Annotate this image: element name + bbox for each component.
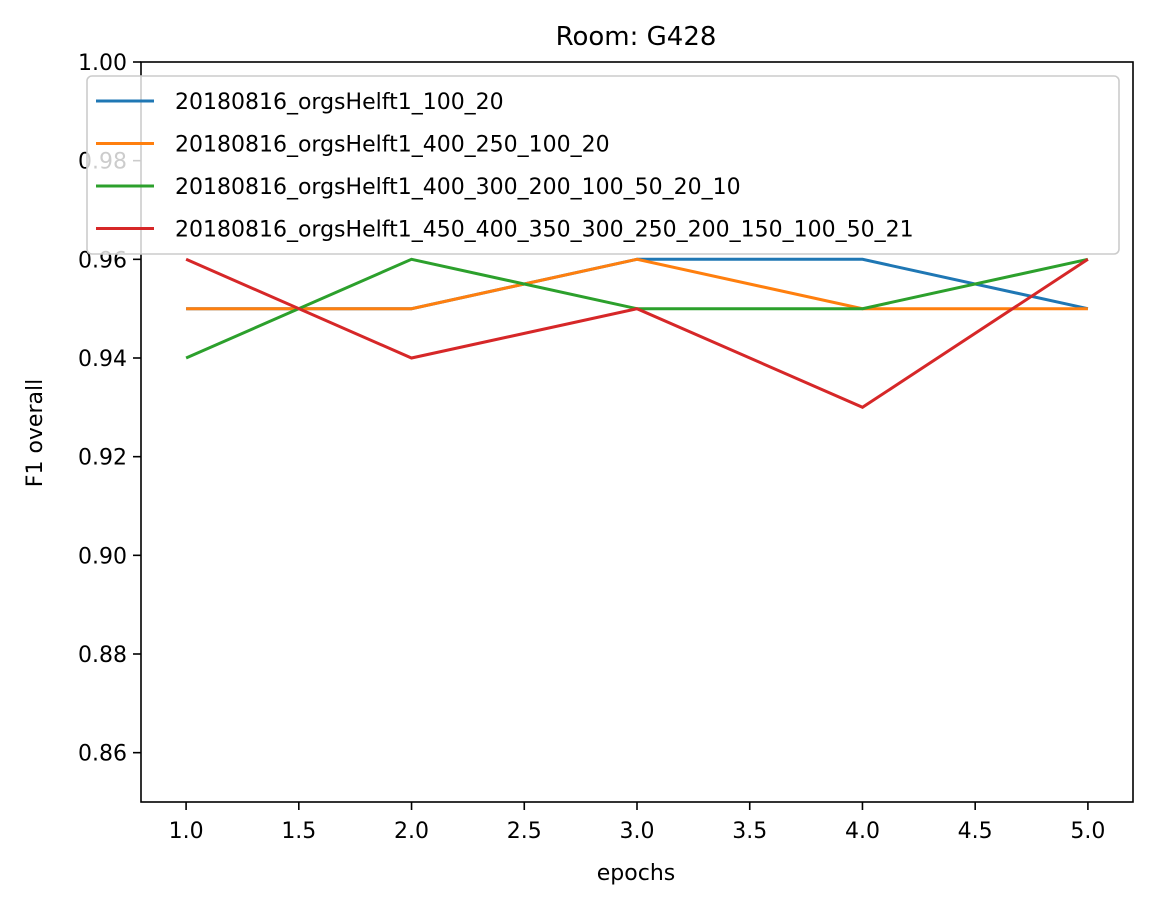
y-tick-label: 0.90: [78, 544, 127, 569]
y-tick-label: 0.88: [78, 643, 127, 668]
legend-label-1: 20180816_orgsHelft1_100_20: [175, 90, 504, 115]
x-axis-label: epochs: [597, 861, 675, 886]
x-tick-label: 3.5: [732, 819, 767, 844]
chart-title: Room: G428: [556, 22, 717, 52]
x-tick-label: 2.5: [507, 819, 542, 844]
legend-label-3: 20180816_orgsHelft1_400_300_200_100_50_2…: [175, 175, 741, 200]
legend: 20180816_orgsHelft1_100_20 20180816_orgsH…: [86, 75, 1120, 255]
legend-box: [86, 75, 1120, 255]
x-tick-label: 2.0: [394, 819, 429, 844]
legend-label-2: 20180816_orgsHelft1_400_250_100_20: [175, 133, 610, 158]
series-line-4: [185, 257, 1089, 410]
series-line-2: [186, 257, 1088, 311]
x-tick-label: 4.0: [845, 819, 880, 844]
y-tick-label: 1.00: [78, 51, 127, 76]
x-tick-label: 5.0: [1070, 819, 1105, 844]
x-tick-label: 1.0: [169, 819, 204, 844]
x-tick-label: 1.5: [281, 819, 316, 844]
axes: 1.0 1.5 2.0 2.5 3.0 3.5 4.0 4.5 5.0 0.86 0.88 0.90 0…: [78, 51, 1134, 844]
x-tick-label: 4.5: [958, 819, 993, 844]
y-tick-label: 0.86: [78, 742, 127, 767]
legend-label-4: 20180816_orgsHelft1_450_400_350_300_250_…: [175, 218, 914, 243]
plot-area: [185, 257, 1089, 410]
y-tick-label: 0.92: [78, 446, 127, 471]
x-tick-label: 3.0: [620, 819, 655, 844]
y-tick-label: 0.94: [78, 347, 127, 372]
y-axis-label: F1 overall: [23, 379, 48, 487]
